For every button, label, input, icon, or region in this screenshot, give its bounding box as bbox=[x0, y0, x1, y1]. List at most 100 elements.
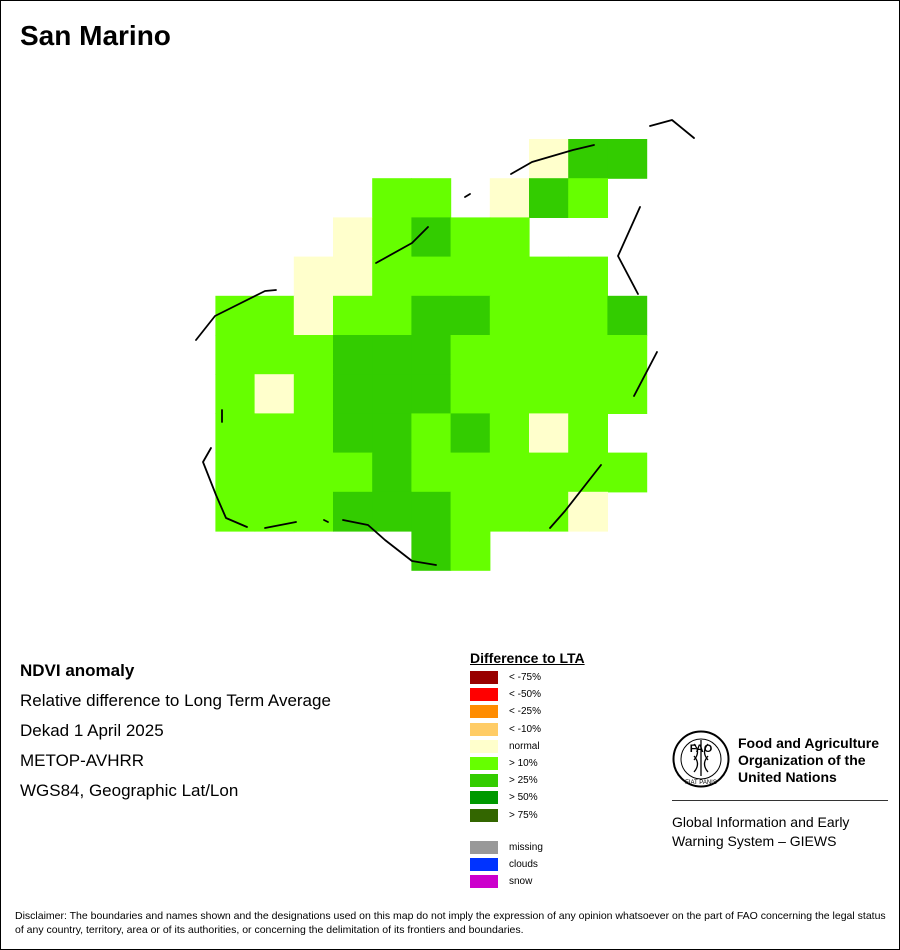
legend-gap bbox=[470, 824, 585, 839]
raster-cell-gt10 bbox=[215, 491, 256, 532]
legend-swatch bbox=[470, 671, 498, 684]
legend-item-lt75: < -75% bbox=[470, 669, 585, 686]
boundary-segment bbox=[375, 226, 429, 264]
raster-cell-gt25 bbox=[372, 374, 412, 414]
raster-cell-gt10 bbox=[450, 531, 491, 571]
legend-item-lt25: < -25% bbox=[470, 703, 585, 720]
raster-cell-gt25 bbox=[372, 413, 412, 454]
legend-extra: missing clouds snow bbox=[470, 839, 585, 891]
raster-cell-gt25 bbox=[450, 295, 491, 336]
fao-logo-text: FAO bbox=[690, 743, 713, 755]
giews-name: Global Information and Early Warning Sys… bbox=[672, 813, 849, 851]
raster-cell-gt10 bbox=[450, 217, 491, 258]
legend-item-lt50: < -50% bbox=[470, 686, 585, 703]
raster-cell-gt25 bbox=[411, 374, 452, 414]
raster-cell-gt10 bbox=[254, 413, 295, 454]
legend-swatch bbox=[470, 756, 498, 770]
raster-cell-gt10 bbox=[333, 295, 373, 336]
legend-item-gt25: > 25% bbox=[470, 772, 585, 789]
raster-cell-gt10 bbox=[293, 413, 334, 454]
boundary-segment bbox=[202, 447, 248, 528]
raster-cell-gt10 bbox=[411, 413, 452, 454]
raster-cell-gt10 bbox=[529, 374, 569, 414]
raster-cell-gt10 bbox=[372, 295, 412, 336]
raster-cell-gt10 bbox=[372, 178, 412, 218]
raster-cell-gt10 bbox=[529, 256, 569, 297]
legend-item-lt10: < -10% bbox=[470, 721, 585, 738]
boundary-segment bbox=[549, 464, 602, 529]
fao-motto: FIAT PANIS bbox=[685, 780, 717, 786]
raster-cell-normal bbox=[333, 217, 373, 258]
raster-cell-gt10 bbox=[293, 491, 334, 532]
country-boundary bbox=[195, 119, 695, 566]
raster-cell-gt25 bbox=[372, 491, 412, 532]
raster-cell-gt25 bbox=[411, 491, 452, 532]
raster-cell-normal bbox=[568, 491, 608, 532]
raster-cell-gt10 bbox=[254, 491, 295, 532]
raster-cell-gt10 bbox=[489, 295, 530, 336]
boundary-segment bbox=[323, 519, 329, 523]
legend: Difference to LTA < -75% < -50% < -25% < -1… bbox=[470, 650, 585, 890]
raster-cell-normal bbox=[333, 256, 373, 297]
fao-name-line: United Nations bbox=[738, 769, 837, 785]
raster-cell-gt10 bbox=[293, 374, 334, 414]
legend-item-gt75: > 75% bbox=[470, 807, 585, 824]
raster-cell-gt10 bbox=[411, 178, 452, 218]
raster-cell-gt25 bbox=[372, 335, 412, 375]
raster-cell-gt10 bbox=[450, 452, 491, 493]
boundary-segment bbox=[649, 119, 695, 139]
map-info: NDVI anomaly Relative difference to Long… bbox=[20, 656, 331, 806]
raster-cell-gt10 bbox=[489, 413, 530, 454]
disclaimer: Disclaimer: The boundaries and names sho… bbox=[15, 910, 886, 936]
raster-cell-gt10 bbox=[215, 335, 256, 375]
raster-cell-gt10 bbox=[607, 452, 648, 493]
product-date: Dekad 1 April 2025 bbox=[20, 721, 164, 740]
giews-line: Global Information and Early bbox=[672, 814, 850, 830]
raster-cell-gt10 bbox=[450, 335, 491, 375]
legend-label: > 25% bbox=[509, 775, 538, 787]
legend-label: > 50% bbox=[509, 792, 538, 804]
raster-cell-normal bbox=[293, 295, 334, 336]
legend-classes: < -75% < -50% < -25% < -10% normal > 10% > 25%… bbox=[470, 669, 585, 824]
fao-name-line: Food and Agriculture bbox=[738, 735, 880, 751]
raster-cell-gt10 bbox=[489, 335, 530, 375]
raster-cell-gt10 bbox=[568, 413, 608, 454]
giews-line: Warning System – GIEWS bbox=[672, 833, 837, 849]
raster-cell-gt10 bbox=[568, 374, 608, 414]
fao-name-line: Organization of the bbox=[738, 752, 866, 768]
legend-label: < -25% bbox=[509, 706, 541, 718]
legend-swatch bbox=[470, 774, 498, 788]
raster-cell-gt10 bbox=[372, 256, 412, 297]
legend-label: clouds bbox=[509, 858, 538, 870]
raster-cell-gt10 bbox=[489, 491, 530, 532]
boundary-segment bbox=[464, 193, 471, 198]
legend-swatch bbox=[470, 705, 498, 719]
legend-item-snow: snow bbox=[470, 873, 585, 890]
fao-logo: FAO FIAT PANIS bbox=[672, 730, 730, 788]
raster-cell-gt10 bbox=[254, 295, 295, 336]
raster-cell-gt10 bbox=[215, 295, 256, 336]
boundary-segment bbox=[342, 519, 437, 566]
raster-cell-gt10 bbox=[568, 256, 608, 297]
legend-item-missing: missing bbox=[470, 839, 585, 856]
legend-label: snow bbox=[509, 876, 533, 888]
raster-cell-gt10 bbox=[215, 452, 256, 493]
boundary-segment bbox=[617, 206, 641, 295]
raster-cell-gt25 bbox=[333, 374, 373, 414]
raster-cell-gt10 bbox=[489, 452, 530, 493]
raster-cell-gt25 bbox=[411, 335, 452, 375]
legend-label: < -50% bbox=[509, 689, 541, 701]
boundary-segment bbox=[633, 351, 658, 397]
raster-cell-normal bbox=[293, 256, 334, 297]
map-title: San Marino bbox=[20, 20, 171, 51]
boundary-segment bbox=[510, 144, 595, 175]
raster-cell-gt10 bbox=[529, 491, 569, 532]
raster-cell-gt25 bbox=[607, 139, 648, 179]
legend-swatch bbox=[470, 688, 498, 702]
raster-cell-gt25 bbox=[607, 295, 648, 336]
raster-cell-gt10 bbox=[450, 374, 491, 414]
legend-item-normal: normal bbox=[470, 738, 585, 755]
raster-cell-gt25 bbox=[372, 452, 412, 493]
raster-cell-gt10 bbox=[254, 452, 295, 493]
